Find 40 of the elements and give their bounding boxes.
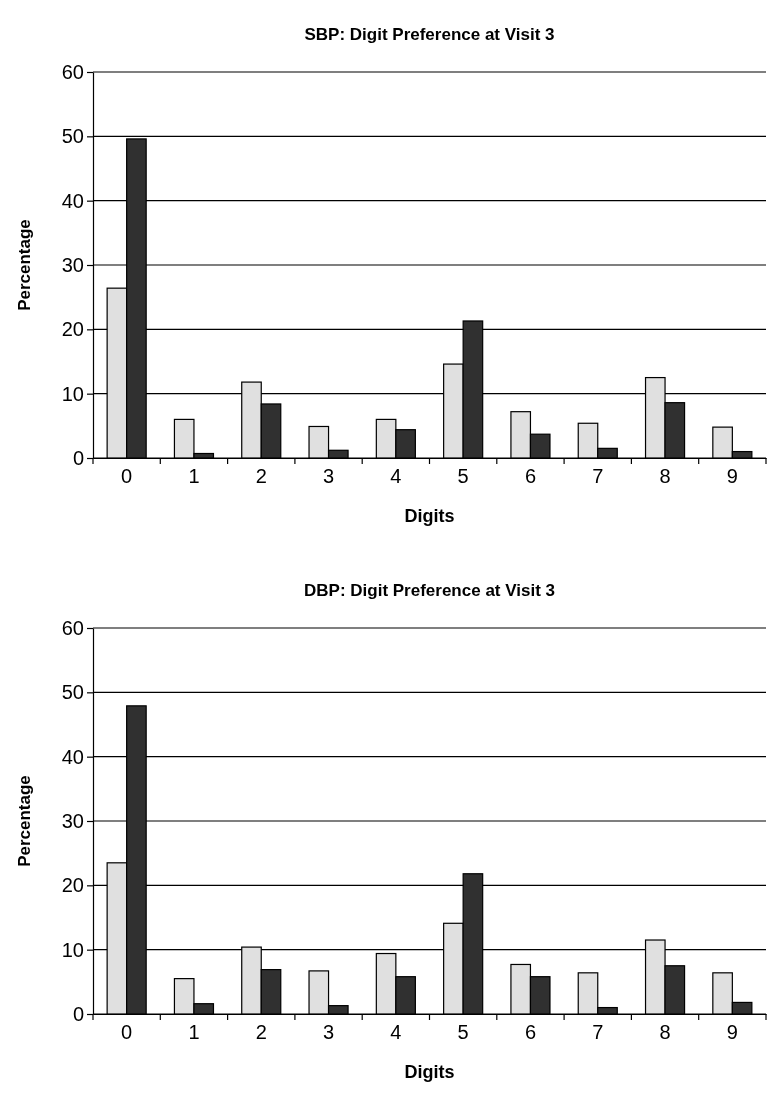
x-tick-label: 1 (188, 1021, 200, 1043)
x-tick-label: 1 (188, 465, 200, 487)
y-tick-label: 10 (61, 382, 84, 405)
y-tick-label: 60 (61, 60, 84, 83)
x-tick-label: 3 (322, 465, 335, 487)
x-tick-label: 0 (121, 1021, 133, 1043)
x-tick-label: 3 (322, 1021, 335, 1043)
y-tick-label: 50 (61, 681, 84, 704)
y-tick-label: 0 (72, 1002, 84, 1025)
x-tick-label: 2 (255, 1021, 267, 1043)
y-tick-label: 40 (61, 189, 84, 212)
x-tick-label: 7 (592, 1021, 604, 1043)
y-tick-label: 20 (61, 874, 84, 897)
y-tick-label: 0 (72, 446, 84, 469)
x-tick-label: 8 (659, 465, 671, 487)
chart-title: DBP: Digit Preference at Visit 3 (304, 581, 555, 600)
x-tick-label: 5 (457, 465, 469, 487)
x-tick-label: 9 (726, 465, 738, 487)
x-tick-label: 6 (524, 465, 537, 487)
x-tick-label: 5 (457, 1021, 469, 1043)
y-tick-label: 30 (61, 809, 84, 832)
y-tick-label: 10 (61, 938, 84, 961)
y-tick-label: 30 (61, 253, 84, 276)
x-tick-label: 8 (659, 1021, 671, 1043)
x-tick-label: 9 (726, 1021, 738, 1043)
y-tick-label: 40 (61, 745, 84, 768)
x-tick-label: 6 (524, 1021, 537, 1043)
y-tick-label: 60 (61, 616, 84, 639)
x-tick-label: 0 (121, 465, 133, 487)
x-axis-title: Digits (404, 1062, 455, 1082)
y-axis-title: Percentage (15, 219, 34, 311)
x-tick-label: 4 (390, 1021, 402, 1043)
x-axis-title: Digits (404, 506, 455, 526)
y-axis-title: Percentage (15, 775, 34, 867)
y-tick-label: 20 (61, 318, 84, 341)
x-tick-label: 7 (592, 465, 604, 487)
chart-title: SBP: Digit Preference at Visit 3 (304, 25, 555, 44)
x-tick-label: 4 (390, 465, 402, 487)
y-tick-label: 50 (61, 125, 84, 148)
x-tick-label: 2 (255, 465, 267, 487)
